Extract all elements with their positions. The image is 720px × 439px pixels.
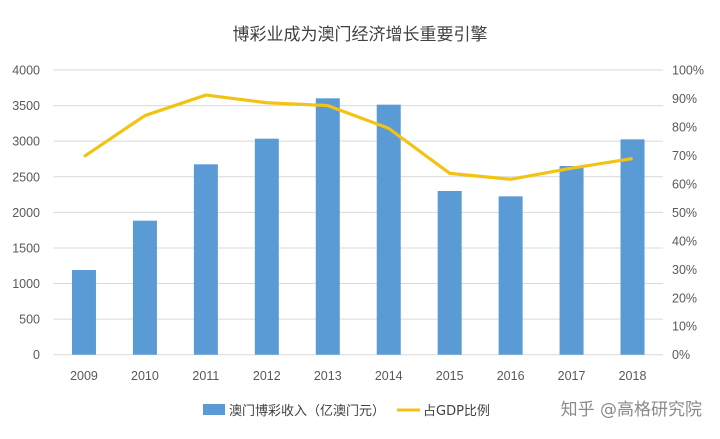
right-tick-label: 30% bbox=[672, 263, 697, 277]
bar-2016 bbox=[498, 196, 523, 355]
bar-2018 bbox=[620, 139, 645, 355]
bar-2013 bbox=[315, 98, 340, 355]
chart-title: 博彩业成为澳门经济增长重要引擎 bbox=[233, 25, 488, 45]
x-axis: 2009 2010 2011 2012 2013 2014 2015 2016 2017 2018 bbox=[70, 369, 646, 383]
bar-2012 bbox=[254, 138, 279, 355]
legend-bar-label: 澳门博彩收入（亿澳门元） bbox=[229, 403, 385, 419]
legend-bar-swatch bbox=[203, 404, 225, 415]
x-tick-label: 2011 bbox=[192, 369, 219, 383]
right-tick-label: 40% bbox=[672, 234, 697, 248]
right-tick-label: 80% bbox=[672, 120, 697, 134]
x-tick-label: 2010 bbox=[131, 369, 159, 383]
x-tick-label: 2017 bbox=[558, 369, 586, 383]
left-tick-label: 2000 bbox=[12, 206, 40, 220]
bar-2017 bbox=[559, 166, 584, 355]
left-tick-label: 4000 bbox=[12, 64, 40, 78]
bar-2011 bbox=[193, 164, 218, 355]
left-tick-label: 3000 bbox=[12, 135, 40, 149]
legend-line-label: 占GDP比例 bbox=[423, 404, 490, 419]
right-axis: 0% 10% 20% 30% 40% 50% 60% 70% 80% 90% 100% bbox=[672, 64, 704, 363]
right-tick-label: 90% bbox=[672, 92, 697, 106]
bar-series bbox=[71, 98, 645, 355]
x-tick-label: 2012 bbox=[253, 369, 281, 383]
left-tick-label: 2500 bbox=[12, 170, 40, 184]
bar-2015 bbox=[437, 190, 462, 355]
bar-2010 bbox=[132, 220, 157, 355]
right-tick-label: 70% bbox=[672, 149, 697, 163]
right-tick-label: 20% bbox=[672, 291, 697, 305]
line-series bbox=[83, 93, 633, 181]
x-tick-label: 2016 bbox=[497, 369, 525, 383]
x-tick-label: 2015 bbox=[436, 369, 464, 383]
x-tick-label: 2018 bbox=[619, 369, 647, 383]
right-tick-label: 50% bbox=[672, 206, 697, 220]
legend: 澳门博彩收入（亿澳门元） 占GDP比例 bbox=[203, 403, 490, 419]
right-tick-label: 100% bbox=[672, 64, 704, 78]
x-tick-label: 2014 bbox=[375, 369, 403, 383]
bar-2014 bbox=[376, 104, 401, 355]
right-tick-label: 10% bbox=[672, 320, 697, 334]
left-tick-label: 1000 bbox=[12, 277, 40, 291]
left-tick-label: 500 bbox=[19, 313, 40, 327]
right-tick-label: 60% bbox=[672, 177, 697, 191]
left-axis: 0 500 1000 1500 2000 2500 3000 3500 4000 bbox=[12, 64, 40, 363]
bar-2009 bbox=[71, 270, 96, 355]
left-tick-label: 0 bbox=[33, 348, 40, 362]
gdp-share-line bbox=[83, 93, 633, 181]
watermark: 知乎 @高格研究院 bbox=[561, 400, 702, 420]
x-tick-label: 2013 bbox=[314, 369, 342, 383]
left-tick-label: 3500 bbox=[12, 99, 40, 113]
left-tick-label: 1500 bbox=[12, 241, 40, 255]
x-tick-label: 2009 bbox=[70, 369, 98, 383]
right-tick-label: 0% bbox=[672, 348, 690, 362]
